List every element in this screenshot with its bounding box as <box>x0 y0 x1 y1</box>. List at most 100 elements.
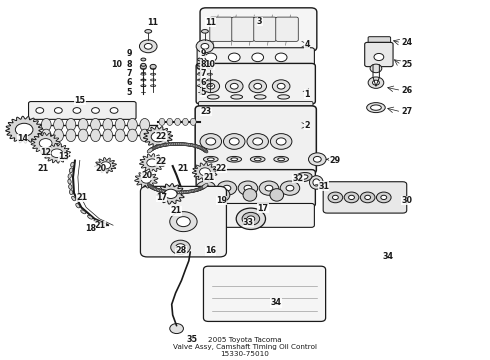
FancyBboxPatch shape <box>198 102 313 109</box>
Circle shape <box>252 53 264 62</box>
Circle shape <box>244 185 252 191</box>
Circle shape <box>253 138 263 145</box>
Ellipse shape <box>150 79 156 81</box>
Circle shape <box>230 84 238 89</box>
FancyBboxPatch shape <box>210 17 232 41</box>
Text: 4: 4 <box>305 40 310 49</box>
Circle shape <box>171 240 190 255</box>
Text: 21: 21 <box>177 164 189 173</box>
Ellipse shape <box>175 143 183 145</box>
Circle shape <box>332 195 338 199</box>
Polygon shape <box>31 132 60 154</box>
Text: 6: 6 <box>126 78 132 87</box>
Circle shape <box>276 138 286 145</box>
Text: 8: 8 <box>126 60 132 69</box>
Text: 23: 23 <box>200 107 212 116</box>
Circle shape <box>225 80 243 93</box>
Ellipse shape <box>54 118 63 131</box>
Ellipse shape <box>41 129 51 141</box>
Ellipse shape <box>250 157 265 162</box>
Circle shape <box>73 108 81 113</box>
Circle shape <box>348 195 354 199</box>
Ellipse shape <box>94 220 100 223</box>
Ellipse shape <box>158 144 165 147</box>
Ellipse shape <box>172 191 180 194</box>
FancyBboxPatch shape <box>196 63 316 104</box>
FancyBboxPatch shape <box>200 8 317 51</box>
Circle shape <box>101 162 111 169</box>
Text: 21: 21 <box>76 193 88 202</box>
Text: 34: 34 <box>383 252 394 261</box>
Ellipse shape <box>174 118 180 125</box>
Ellipse shape <box>68 174 72 179</box>
Ellipse shape <box>70 168 73 173</box>
Ellipse shape <box>200 147 207 152</box>
Ellipse shape <box>182 118 188 125</box>
Circle shape <box>150 64 156 69</box>
Circle shape <box>229 138 239 145</box>
Circle shape <box>228 53 240 62</box>
Circle shape <box>370 64 382 73</box>
Text: 32: 32 <box>293 174 304 183</box>
Circle shape <box>147 159 158 167</box>
Circle shape <box>223 185 231 191</box>
FancyBboxPatch shape <box>197 203 315 228</box>
Ellipse shape <box>199 185 206 190</box>
Polygon shape <box>140 154 165 172</box>
FancyBboxPatch shape <box>232 17 254 41</box>
Ellipse shape <box>183 143 191 146</box>
Text: 14: 14 <box>17 135 28 144</box>
Ellipse shape <box>41 118 51 131</box>
Ellipse shape <box>103 129 113 141</box>
Circle shape <box>372 80 379 85</box>
Ellipse shape <box>197 187 204 190</box>
Ellipse shape <box>158 189 165 192</box>
Ellipse shape <box>152 145 159 149</box>
Ellipse shape <box>175 191 183 194</box>
Ellipse shape <box>197 73 203 75</box>
Ellipse shape <box>145 30 152 33</box>
Ellipse shape <box>149 185 156 190</box>
Text: 2: 2 <box>305 121 310 130</box>
Ellipse shape <box>115 118 125 131</box>
Ellipse shape <box>193 188 200 192</box>
Polygon shape <box>135 171 158 188</box>
Ellipse shape <box>127 129 137 141</box>
Ellipse shape <box>150 73 156 75</box>
Ellipse shape <box>148 147 155 152</box>
Circle shape <box>207 84 215 89</box>
Ellipse shape <box>66 118 76 131</box>
Circle shape <box>202 190 220 202</box>
Text: 19: 19 <box>216 196 227 205</box>
Ellipse shape <box>227 157 242 162</box>
Ellipse shape <box>161 190 169 193</box>
Circle shape <box>196 40 214 53</box>
Circle shape <box>265 185 273 191</box>
Text: 17: 17 <box>156 193 167 202</box>
FancyBboxPatch shape <box>254 17 276 41</box>
Ellipse shape <box>192 189 199 192</box>
FancyBboxPatch shape <box>365 42 393 67</box>
Ellipse shape <box>54 129 63 141</box>
Text: 27: 27 <box>401 107 413 116</box>
Ellipse shape <box>173 191 181 194</box>
Ellipse shape <box>197 67 203 69</box>
Ellipse shape <box>148 185 155 189</box>
Text: 7: 7 <box>126 69 132 78</box>
Ellipse shape <box>153 188 161 191</box>
Polygon shape <box>95 158 117 173</box>
Circle shape <box>196 181 216 195</box>
Text: 22: 22 <box>155 132 167 141</box>
FancyBboxPatch shape <box>197 48 315 67</box>
Ellipse shape <box>68 179 71 184</box>
Ellipse shape <box>179 191 187 194</box>
Ellipse shape <box>140 129 149 141</box>
Ellipse shape <box>72 196 75 201</box>
Circle shape <box>175 244 185 251</box>
Ellipse shape <box>202 148 208 153</box>
Ellipse shape <box>141 67 146 69</box>
Ellipse shape <box>188 144 196 147</box>
Circle shape <box>374 53 384 60</box>
Ellipse shape <box>313 179 320 186</box>
Text: 16: 16 <box>205 246 216 255</box>
